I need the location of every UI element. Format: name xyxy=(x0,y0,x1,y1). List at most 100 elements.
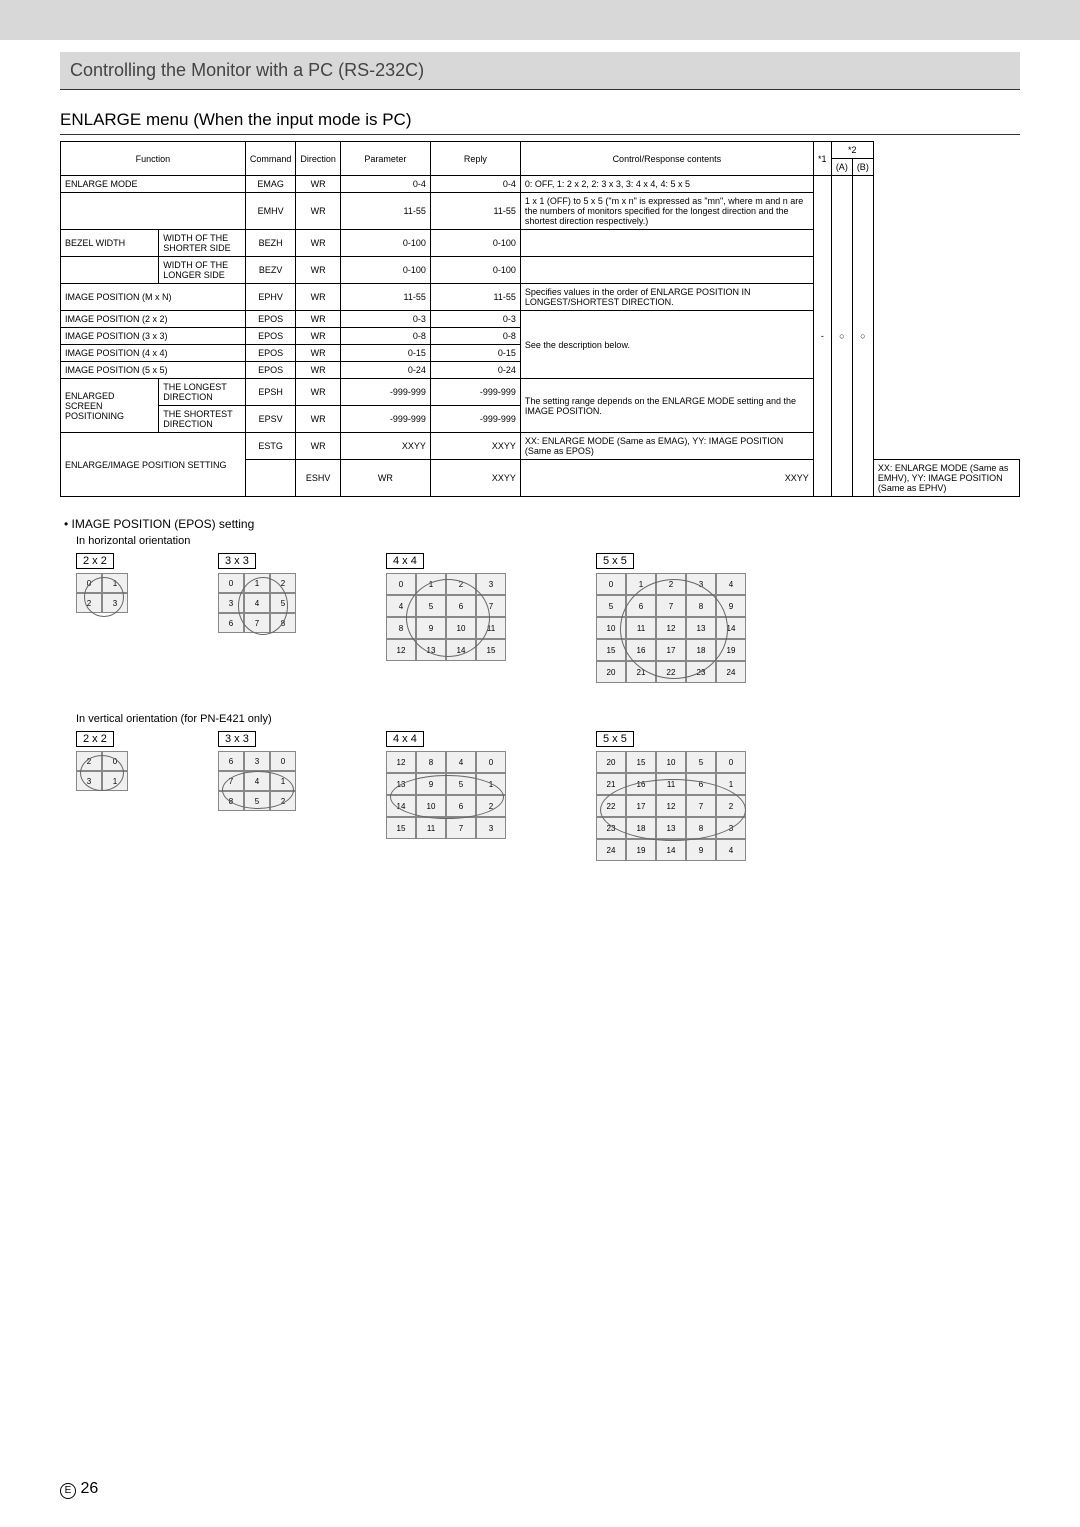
table-cell: See the description below. xyxy=(520,311,813,379)
table-cell: The setting range depends on the ENLARGE… xyxy=(520,379,813,433)
grid-cell: 6 xyxy=(218,613,244,633)
epos-bullet-text: IMAGE POSITION (EPOS) setting xyxy=(72,517,255,531)
table-cell: ○ xyxy=(852,176,873,497)
table-cell: WR xyxy=(340,460,430,497)
grid-cell: 22 xyxy=(656,661,686,683)
grid-cell: 0 xyxy=(102,751,128,771)
table-cell xyxy=(520,257,813,284)
grid-g2: 2031 xyxy=(76,751,128,791)
page-number: 26 xyxy=(80,1480,98,1497)
table-cell: WR xyxy=(296,176,341,193)
grid-cell: 9 xyxy=(416,617,446,639)
grid-cell: 10 xyxy=(416,795,446,817)
footer: E 26 xyxy=(60,1480,98,1499)
table-cell: 0-8 xyxy=(430,328,520,345)
table-cell xyxy=(61,257,159,284)
grid-cell: 6 xyxy=(446,795,476,817)
table-cell: 11-55 xyxy=(430,193,520,230)
table-cell: WR xyxy=(296,379,341,406)
table-cell: XXYY xyxy=(340,433,430,460)
table-cell: EMAG xyxy=(245,176,296,193)
vertical-grids: 2 x 220313 x 36307418524 x 4128401395114… xyxy=(76,731,1020,861)
table-cell: 0-100 xyxy=(340,230,430,257)
table-cell: EPOS xyxy=(245,311,296,328)
table-cell: THE SHORTEST DIRECTION xyxy=(159,406,246,433)
table-cell: ENLARGE/IMAGE POSITION SETTING xyxy=(61,433,246,497)
grid-cell: 5 xyxy=(446,773,476,795)
th-function: Function xyxy=(61,142,246,176)
grid-g2: 0123 xyxy=(76,573,128,613)
grid-cell: 4 xyxy=(446,751,476,773)
table-cell: XXYY xyxy=(430,460,520,497)
vertical-caption: In vertical orientation (for PN-E421 onl… xyxy=(76,713,1020,725)
grid-cell: 7 xyxy=(476,595,506,617)
table-cell: -999-999 xyxy=(340,406,430,433)
grid-cell: 3 xyxy=(76,771,102,791)
table-cell: 0: OFF, 1: 2 x 2, 2: 3 x 3, 3: 4 x 4, 4:… xyxy=(520,176,813,193)
grid-cell: 8 xyxy=(386,617,416,639)
grid-cell: 8 xyxy=(686,817,716,839)
grid-cell: 18 xyxy=(686,639,716,661)
epos-bullet: • IMAGE POSITION (EPOS) setting xyxy=(64,517,1020,531)
grid-cell: 2 xyxy=(76,593,102,613)
grid-cell: 17 xyxy=(626,795,656,817)
table-cell: -999-999 xyxy=(430,406,520,433)
table-cell: XXYY xyxy=(430,433,520,460)
grid-g3: 012345678 xyxy=(218,573,296,633)
grid-cell: 1 xyxy=(270,771,296,791)
grid-cell: 1 xyxy=(476,773,506,795)
grid-cell: 8 xyxy=(270,613,296,633)
grid-label: 3 x 3 xyxy=(218,731,256,747)
grid-cell: 24 xyxy=(716,661,746,683)
grid-cell: 11 xyxy=(416,817,446,839)
th-star2: *2 xyxy=(831,142,873,159)
grid-cell: 5 xyxy=(686,751,716,773)
grid-cell: 7 xyxy=(244,613,270,633)
th-control: Control/Response contents xyxy=(520,142,813,176)
grid-label: 4 x 4 xyxy=(386,553,424,569)
grid-cell: 21 xyxy=(596,773,626,795)
grid-cell: 4 xyxy=(716,839,746,861)
table-cell: IMAGE POSITION (M x N) xyxy=(61,284,246,311)
footer-e-icon: E xyxy=(60,1483,76,1499)
grid-cell: 2 xyxy=(656,573,686,595)
table-cell xyxy=(520,230,813,257)
table-cell: EPOS xyxy=(245,328,296,345)
table-cell: ENLARGED SCREEN POSITIONING xyxy=(61,379,159,433)
grid-cell: 23 xyxy=(596,817,626,839)
grid-cell: 0 xyxy=(716,751,746,773)
grid-cell: 24 xyxy=(596,839,626,861)
table-cell: IMAGE POSITION (4 x 4) xyxy=(61,345,246,362)
table-cell: -999-999 xyxy=(430,379,520,406)
grid-block-g3: 3 x 3012345678 xyxy=(218,553,296,633)
table-cell: WR xyxy=(296,257,341,284)
table-cell: WR xyxy=(296,193,341,230)
table-cell: IMAGE POSITION (5 x 5) xyxy=(61,362,246,379)
grid-cell: 10 xyxy=(596,617,626,639)
th-reply: Reply xyxy=(430,142,520,176)
grid-cell: 1 xyxy=(244,573,270,593)
table-cell: 0-8 xyxy=(340,328,430,345)
grid-label: 5 x 5 xyxy=(596,731,634,747)
table-cell: Specifies values in the order of ENLARGE… xyxy=(520,284,813,311)
table-cell: WIDTH OF THE LONGER SIDE xyxy=(159,257,246,284)
grid-cell: 10 xyxy=(656,751,686,773)
grid-cell: 15 xyxy=(626,751,656,773)
table-cell: IMAGE POSITION (3 x 3) xyxy=(61,328,246,345)
horizontal-caption: In horizontal orientation xyxy=(76,535,1020,547)
grid-cell: 13 xyxy=(686,617,716,639)
enlarge-table: Function Command Direction Parameter Rep… xyxy=(60,141,1020,497)
grid-g4: 1284013951141062151173 xyxy=(386,751,506,839)
grid-cell: 12 xyxy=(386,751,416,773)
grid-cell: 23 xyxy=(686,661,716,683)
grid-g5: 0123456789101112131415161718192021222324 xyxy=(596,573,746,683)
grid-cell: 13 xyxy=(656,817,686,839)
subsection-title: ENLARGE menu (When the input mode is PC) xyxy=(60,104,1020,135)
grid-cell: 1 xyxy=(626,573,656,595)
table-cell: IMAGE POSITION (2 x 2) xyxy=(61,311,246,328)
grid-label: 2 x 2 xyxy=(76,553,114,569)
table-cell: 0-4 xyxy=(430,176,520,193)
table-cell: 0-3 xyxy=(340,311,430,328)
grid-cell: 16 xyxy=(626,773,656,795)
grid-cell: 11 xyxy=(476,617,506,639)
